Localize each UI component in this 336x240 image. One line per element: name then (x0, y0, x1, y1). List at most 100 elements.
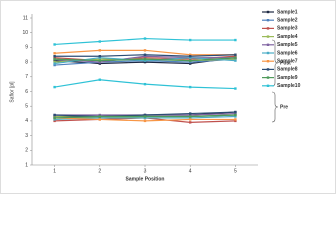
y-tick-label: 4 (25, 118, 28, 124)
data-point (53, 56, 56, 59)
data-point (189, 53, 192, 56)
data-point (189, 57, 192, 61)
data-point (53, 63, 56, 67)
data-point (189, 60, 192, 64)
legend-marker (266, 27, 270, 30)
y-tick-label: 7 (25, 74, 28, 80)
data-point (143, 37, 147, 40)
data-point (143, 113, 147, 117)
legend-marker (266, 76, 270, 79)
data-point (189, 118, 192, 121)
data-point (143, 116, 147, 120)
y-tick-label: 6 (25, 89, 28, 95)
data-point (189, 59, 192, 62)
data-point (234, 56, 237, 59)
frame (0, 0, 336, 194)
data-point (143, 59, 147, 62)
data-point (189, 116, 192, 120)
x-tick-label: 3 (144, 168, 147, 174)
legend-label: Sample6 (277, 50, 298, 56)
data-point (53, 57, 56, 61)
y-tick-label: 5 (25, 104, 28, 110)
data-point (98, 56, 101, 59)
y-tick-label: 8 (25, 59, 28, 65)
data-point (234, 112, 237, 115)
data-point (143, 56, 147, 59)
data-point (143, 49, 147, 52)
annotation: Post (280, 60, 291, 66)
data-point (234, 53, 237, 56)
data-point (143, 115, 147, 118)
data-point (189, 62, 192, 65)
data-point (234, 110, 237, 114)
x-tick-label: 1 (53, 168, 56, 174)
data-point (189, 121, 192, 124)
x-axis-label: Sample Position (126, 176, 165, 182)
data-point (98, 118, 101, 121)
legend-marker (266, 68, 270, 71)
legend-label: Sample4 (277, 34, 298, 40)
data-point (234, 55, 237, 58)
brace (271, 91, 279, 123)
legend-marker (266, 19, 270, 22)
legend-label: Sample3 (277, 26, 298, 32)
data-point (189, 85, 192, 89)
data-point (53, 118, 56, 121)
x-tick-label: 4 (189, 168, 192, 174)
data-point (53, 113, 56, 117)
legend-label: Sample8 (277, 67, 298, 73)
legend-label: Sample10 (277, 83, 301, 89)
data-point (234, 57, 237, 61)
data-point (98, 59, 101, 62)
legend-marker (266, 51, 270, 55)
data-point (98, 113, 101, 117)
data-point (143, 55, 147, 58)
legend-marker (266, 10, 270, 14)
x-tick-label: 5 (234, 168, 237, 174)
data-point (98, 115, 101, 118)
data-point (234, 115, 237, 118)
legend-marker (266, 35, 270, 38)
data-point (189, 56, 192, 59)
data-point (189, 113, 192, 117)
data-point (143, 119, 147, 123)
legend-marker (266, 60, 270, 63)
legend-label: Sample5 (277, 42, 298, 48)
data-point (53, 116, 56, 120)
data-point (53, 43, 56, 46)
data-point (53, 59, 56, 62)
y-tick-label: 2 (25, 148, 28, 154)
data-point (98, 57, 101, 61)
legend-label: Sample7 (277, 59, 298, 65)
data-point (53, 115, 56, 118)
y-tick-label: 9 (25, 45, 28, 51)
annotation: Pre (280, 104, 288, 110)
legend-label: Sample2 (277, 18, 298, 24)
y-tick-label: 11 (23, 15, 28, 21)
data-point (53, 52, 56, 55)
data-point (234, 118, 237, 121)
data-point (98, 55, 101, 58)
data-point (143, 53, 147, 56)
legend-label: Sample9 (277, 75, 298, 81)
data-point (143, 57, 147, 61)
data-point (53, 62, 56, 65)
data-point (98, 49, 101, 52)
data-point (189, 115, 192, 118)
data-point (234, 119, 237, 123)
data-point (189, 112, 192, 115)
data-point (98, 116, 101, 120)
y-tick-label: 1 (25, 162, 28, 168)
legend-label: Sample1 (277, 9, 298, 15)
data-point (234, 113, 237, 117)
legend-marker (266, 84, 270, 87)
data-point (234, 59, 237, 62)
data-point (143, 60, 147, 64)
data-point (189, 38, 192, 42)
data-point (98, 78, 101, 81)
x-tick-label: 2 (98, 168, 101, 174)
chart: Saflor [pl] Sample Position Post Pre 1 2 3… (0, 0, 336, 194)
data-point (53, 60, 56, 64)
data-point (234, 87, 237, 90)
legend-marker (266, 43, 270, 46)
